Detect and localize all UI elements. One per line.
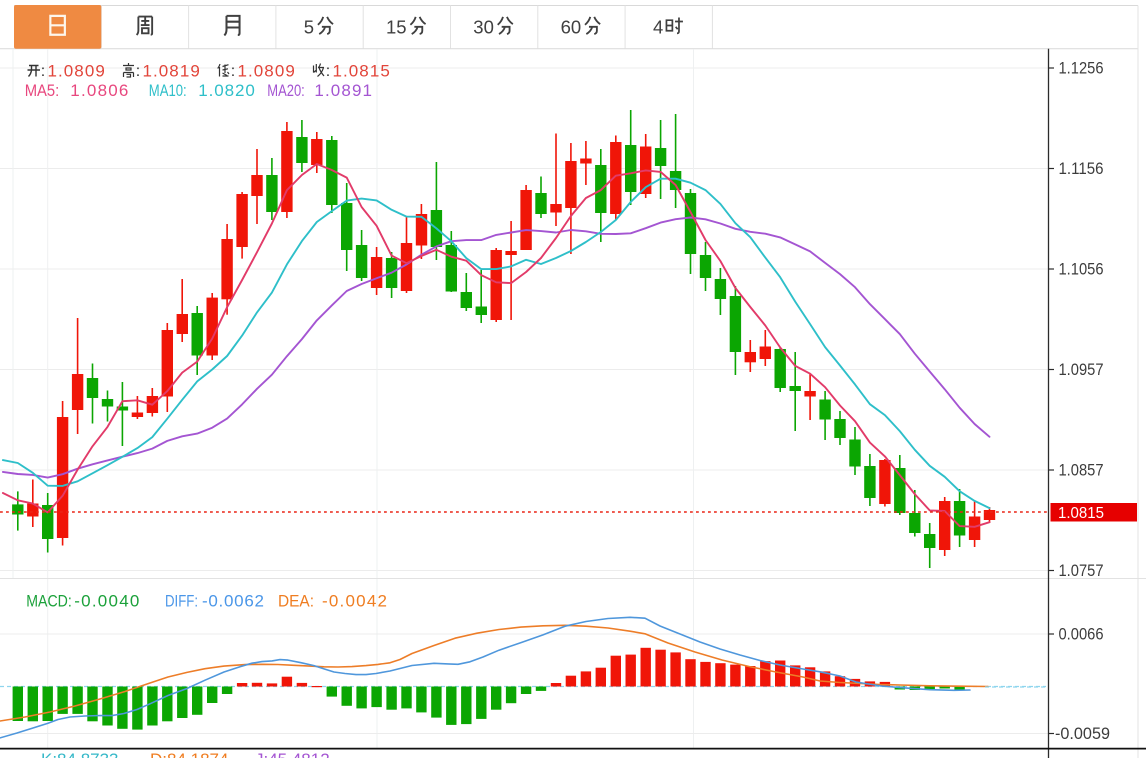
svg-text:1.0815: 1.0815 — [333, 62, 390, 81]
svg-text:1.0815: 1.0815 — [1058, 505, 1104, 522]
svg-text:1.0806: 1.0806 — [70, 81, 128, 100]
svg-text:1.1056: 1.1056 — [1059, 260, 1104, 279]
svg-text:0.0066: 0.0066 — [1059, 625, 1104, 644]
svg-text::: : — [41, 63, 45, 80]
svg-text::: : — [326, 63, 330, 80]
svg-text:-0.0062: -0.0062 — [202, 592, 264, 611]
svg-text:-0.0040: -0.0040 — [74, 592, 139, 611]
svg-text:5: 5 — [304, 17, 314, 38]
svg-text:1.0857: 1.0857 — [1059, 461, 1104, 480]
svg-text:1.0820: 1.0820 — [198, 81, 255, 100]
svg-text:MA5:: MA5: — [25, 81, 60, 100]
svg-text:30: 30 — [473, 17, 494, 38]
svg-text:1.0809: 1.0809 — [48, 62, 105, 81]
svg-text:1.0819: 1.0819 — [143, 62, 200, 81]
svg-text:K:84.8733: K:84.8733 — [41, 750, 119, 758]
svg-text:1.0891: 1.0891 — [314, 81, 372, 100]
svg-text:MA10:: MA10: — [149, 81, 187, 100]
svg-text:1.0809: 1.0809 — [238, 62, 295, 81]
svg-text::: : — [136, 63, 140, 80]
svg-text:D:84.1874: D:84.1874 — [150, 750, 228, 758]
svg-text:DEA:: DEA: — [278, 592, 314, 611]
svg-text:1.1256: 1.1256 — [1059, 59, 1104, 78]
svg-text::: : — [231, 63, 235, 80]
svg-text:MA20:: MA20: — [267, 81, 305, 100]
svg-text:1.0957: 1.0957 — [1059, 360, 1104, 379]
svg-text:1.0757: 1.0757 — [1059, 561, 1104, 580]
svg-text:J:45.4812: J:45.4812 — [255, 750, 330, 758]
svg-text:MACD:: MACD: — [26, 592, 72, 611]
svg-text:DIFF:: DIFF: — [165, 592, 198, 611]
svg-text:-0.0059: -0.0059 — [1055, 724, 1110, 743]
svg-text:4: 4 — [653, 17, 663, 38]
svg-text:1.1156: 1.1156 — [1059, 159, 1104, 178]
svg-text:15: 15 — [386, 17, 407, 38]
svg-text:60: 60 — [561, 17, 582, 38]
svg-text:-0.0042: -0.0042 — [322, 592, 387, 611]
